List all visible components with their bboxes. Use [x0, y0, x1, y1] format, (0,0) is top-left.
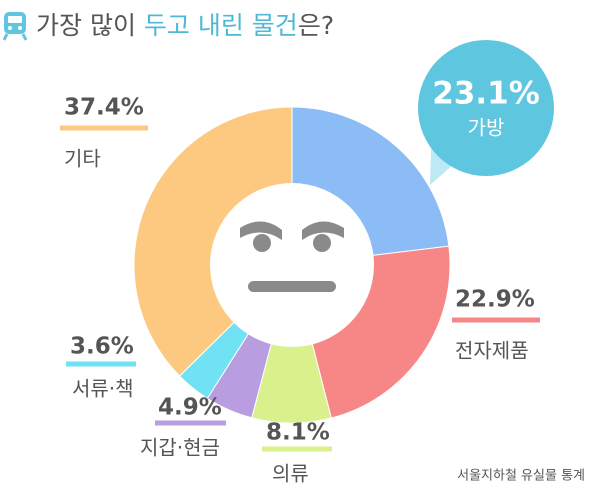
category-label: 지갑·현금	[140, 436, 220, 460]
category-label: 전자제품	[455, 339, 529, 363]
value-label: 4.9%	[158, 395, 222, 421]
category-label: 기타	[64, 147, 101, 171]
category-label: 서류·책	[72, 377, 134, 401]
title-part: 은?	[298, 11, 334, 40]
value-label: 8.1%	[266, 420, 330, 446]
title-part: 가장 많이	[36, 11, 144, 40]
title-part: 두고 내린 물건	[144, 11, 298, 40]
category-label: 가방	[468, 116, 505, 140]
value-label: 22.9%	[455, 287, 535, 313]
face	[210, 183, 374, 347]
train-icon	[2, 12, 28, 41]
callout-bubble	[418, 40, 554, 176]
value-label: 3.6%	[70, 334, 134, 360]
chart-title: 가장 많이 두고 내린 물건은?	[36, 11, 334, 40]
source: 서울지하철 유실물 통계	[457, 469, 585, 484]
value-label: 23.1%	[432, 76, 540, 112]
value-label: 37.4%	[64, 95, 144, 121]
category-label: 의류	[272, 462, 309, 486]
